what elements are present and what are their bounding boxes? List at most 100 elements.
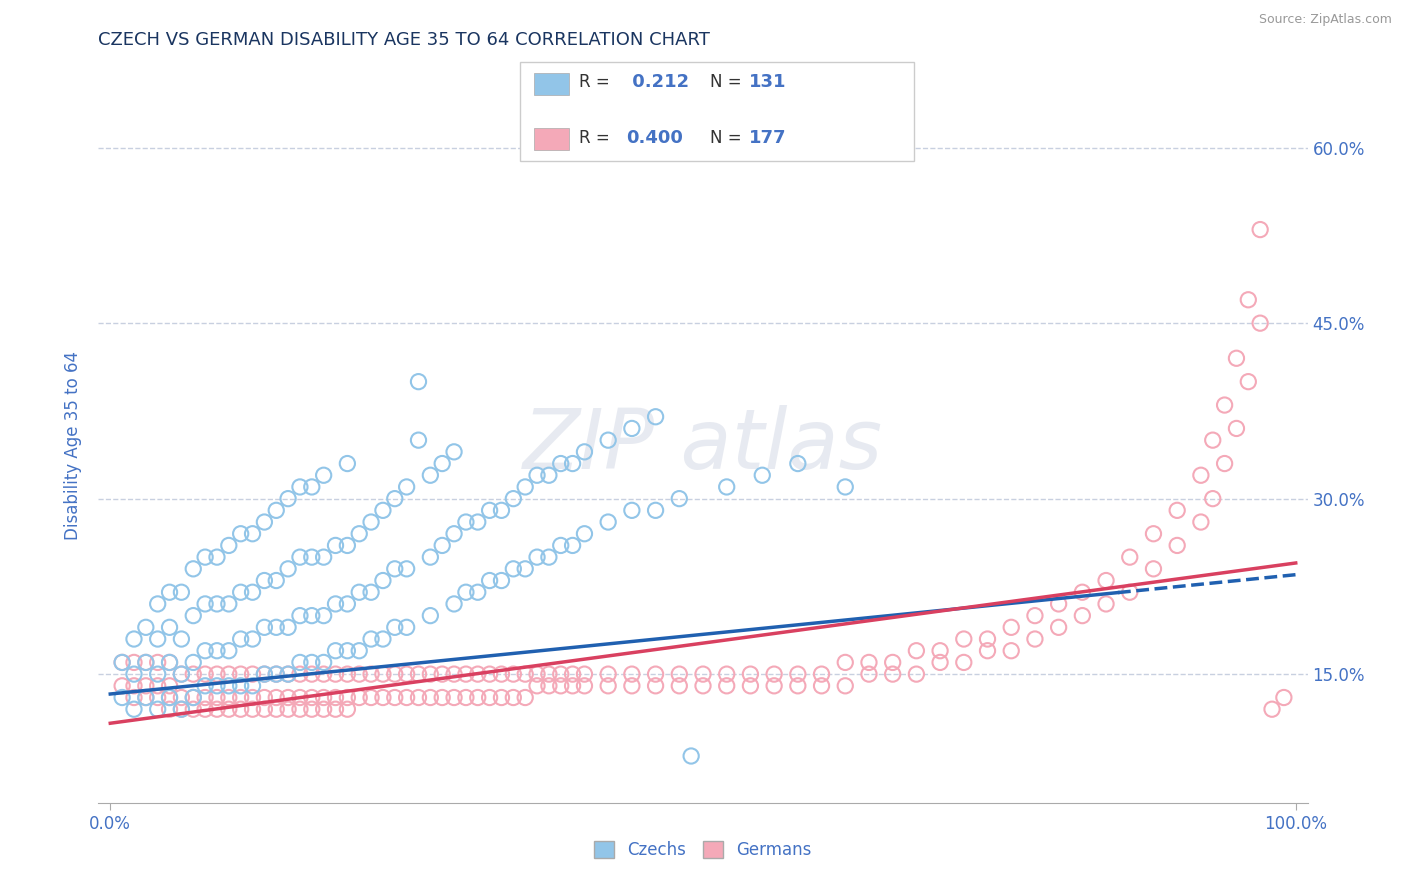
Point <box>1024 608 1046 623</box>
Point <box>467 667 489 681</box>
Point <box>135 656 157 670</box>
Point <box>229 585 252 599</box>
Point <box>810 667 832 681</box>
Point <box>159 702 181 716</box>
Point <box>218 597 240 611</box>
Point <box>336 690 359 705</box>
Point <box>1047 597 1070 611</box>
Point <box>384 562 406 576</box>
Point <box>905 667 928 681</box>
Point <box>408 375 430 389</box>
Point <box>419 690 441 705</box>
Point <box>384 491 406 506</box>
Point <box>170 702 193 716</box>
Point <box>312 608 335 623</box>
Point <box>242 667 264 681</box>
Y-axis label: Disability Age 35 to 64: Disability Age 35 to 64 <box>65 351 83 541</box>
Point <box>122 656 145 670</box>
Point <box>312 656 335 670</box>
Point <box>336 457 359 471</box>
Point <box>443 690 465 705</box>
Point <box>550 538 572 552</box>
Text: R =: R = <box>579 73 616 91</box>
Point <box>537 550 560 565</box>
Point <box>122 702 145 716</box>
Point <box>288 656 311 670</box>
Point <box>301 608 323 623</box>
Point <box>858 656 880 670</box>
Point <box>1024 632 1046 646</box>
Point <box>336 644 359 658</box>
Point <box>301 656 323 670</box>
Point <box>526 550 548 565</box>
Point <box>194 644 217 658</box>
Point <box>574 667 596 681</box>
Point <box>491 503 513 517</box>
Legend: Czechs, Germans: Czechs, Germans <box>588 834 818 866</box>
Point <box>515 562 537 576</box>
Point <box>467 515 489 529</box>
Point <box>336 667 359 681</box>
Point <box>181 656 204 670</box>
Point <box>218 679 240 693</box>
Point <box>253 667 276 681</box>
Point <box>1189 515 1212 529</box>
Point <box>205 702 228 716</box>
Point <box>146 679 169 693</box>
Point <box>478 503 501 517</box>
Point <box>277 491 299 506</box>
Point <box>1047 620 1070 634</box>
Point <box>170 667 193 681</box>
Point <box>716 480 738 494</box>
Point <box>952 656 974 670</box>
Point <box>159 679 181 693</box>
Point <box>454 585 477 599</box>
Point <box>478 667 501 681</box>
Text: CZECH VS GERMAN DISABILITY AGE 35 TO 64 CORRELATION CHART: CZECH VS GERMAN DISABILITY AGE 35 TO 64 … <box>98 31 710 49</box>
Point <box>229 526 252 541</box>
Point <box>181 690 204 705</box>
Point <box>491 690 513 705</box>
Point <box>1237 293 1260 307</box>
Point <box>1213 398 1236 412</box>
Point <box>644 503 666 517</box>
Point <box>277 702 299 716</box>
Point <box>253 690 276 705</box>
Point <box>598 679 620 693</box>
Point <box>170 702 193 716</box>
Point <box>454 667 477 681</box>
Point <box>218 644 240 658</box>
Point <box>360 585 382 599</box>
Point <box>668 491 690 506</box>
Point <box>502 491 524 506</box>
Point <box>526 679 548 693</box>
Point <box>526 667 548 681</box>
Point <box>111 656 134 670</box>
Text: 0.212: 0.212 <box>626 73 689 91</box>
Point <box>1202 491 1225 506</box>
Point <box>834 679 856 693</box>
Point <box>408 667 430 681</box>
Point <box>810 679 832 693</box>
Point <box>443 597 465 611</box>
Point <box>242 702 264 716</box>
Point <box>1071 608 1094 623</box>
Point <box>561 538 583 552</box>
Point <box>620 667 643 681</box>
Point <box>111 690 134 705</box>
Point <box>419 550 441 565</box>
Point <box>561 457 583 471</box>
Point <box>347 526 370 541</box>
Point <box>264 620 287 634</box>
Point <box>1225 351 1247 366</box>
Point <box>218 538 240 552</box>
Point <box>786 457 808 471</box>
Point <box>1071 585 1094 599</box>
Text: 0.400: 0.400 <box>626 129 682 147</box>
Point <box>347 667 370 681</box>
Point <box>253 574 276 588</box>
Point <box>491 667 513 681</box>
Text: ZIP atlas: ZIP atlas <box>523 406 883 486</box>
Point <box>1000 620 1022 634</box>
Point <box>598 667 620 681</box>
